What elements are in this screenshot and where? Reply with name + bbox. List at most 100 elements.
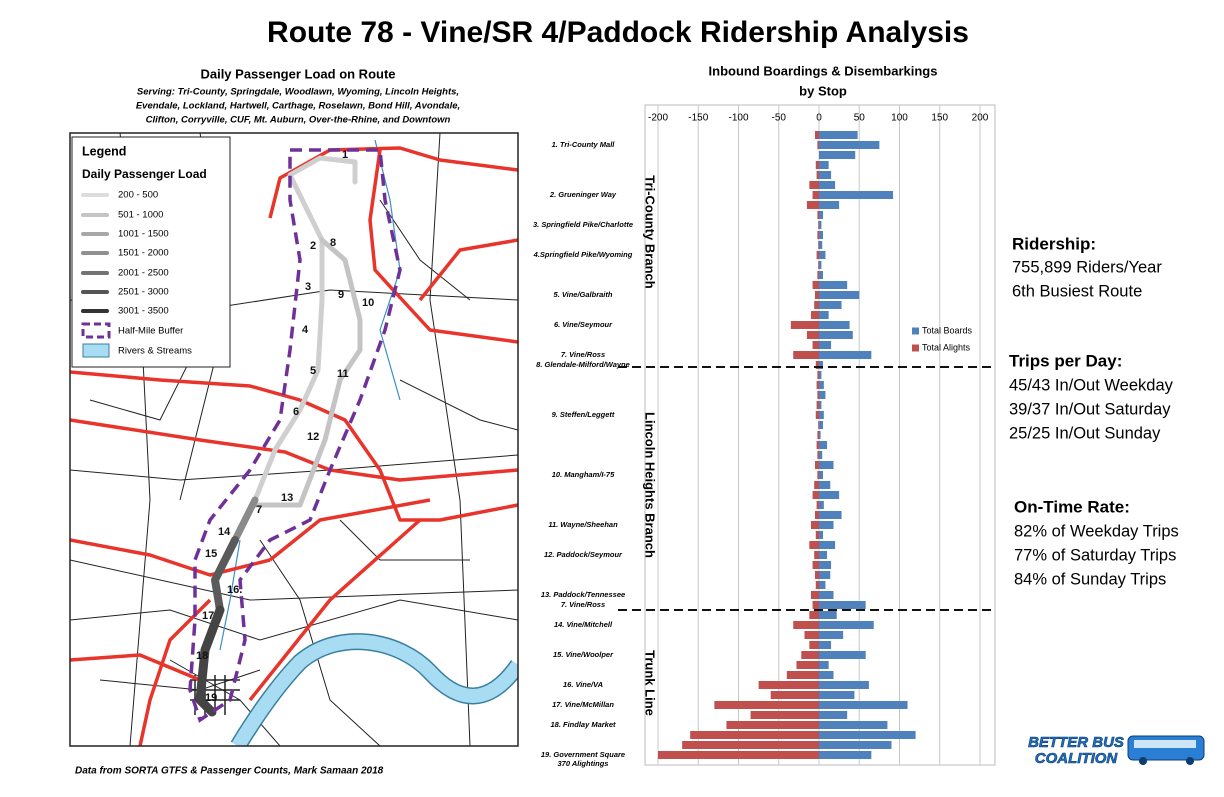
bar (819, 321, 850, 329)
legend-subtitle: Daily Passenger Load (82, 167, 207, 181)
bar (816, 251, 819, 259)
y-tick-label: 18. Findlay Market (550, 720, 616, 729)
bar (814, 131, 819, 139)
x-tick-label: -100 (728, 113, 748, 124)
bar (817, 451, 819, 459)
logo-text: COALITION (1035, 750, 1119, 767)
bar (818, 221, 819, 229)
bar (819, 261, 822, 269)
bar (806, 201, 819, 209)
bar (815, 411, 819, 419)
bar (819, 441, 828, 449)
bar (819, 151, 856, 159)
x-tick-label: 150 (931, 113, 948, 124)
stop-number: 17 (202, 610, 214, 622)
stop-number: 9 (338, 289, 344, 301)
stop-number: 15 (205, 548, 217, 560)
bar (819, 651, 866, 659)
legend-title: Legend (82, 144, 126, 158)
bar (815, 161, 819, 169)
bar (819, 711, 848, 719)
y-tick-label: 13. Paddock/Tennessee (541, 590, 625, 599)
bar (818, 261, 819, 269)
bar (819, 281, 848, 289)
bar (819, 551, 828, 559)
stop-number: 11 (337, 368, 349, 380)
legend-swatch (912, 344, 919, 352)
bar (819, 271, 824, 279)
y-tick-label: 2. Grueninger Way (549, 190, 617, 199)
y-tick-label: 7. Vine/Ross (561, 600, 605, 609)
bar (819, 411, 824, 419)
y-tick-label: 12. Paddock/Seymour (544, 550, 623, 559)
bar (816, 441, 819, 449)
y-tick-label: 17. Vine/McMillan (552, 700, 614, 709)
bar (819, 461, 834, 469)
bar (817, 231, 819, 239)
bar (819, 431, 821, 439)
bar (819, 141, 880, 149)
stop-number: 14 (218, 526, 231, 538)
chart-annotation: 370 Alightings (558, 759, 609, 768)
bar (809, 611, 819, 619)
bar (815, 361, 819, 369)
bar (819, 501, 824, 509)
bar (819, 641, 832, 649)
branch-label: Trunk Line (643, 650, 658, 716)
stop-number: 10 (362, 297, 374, 309)
map-serving: Evendale, Lockland, Hartwell, Carthage, … (136, 101, 460, 112)
bar (816, 381, 819, 389)
bar (817, 471, 819, 479)
stop-number: 1 (342, 149, 348, 161)
bar (810, 311, 819, 319)
bar (814, 291, 819, 299)
y-tick-label: 10. Mangham/I-75 (552, 470, 615, 479)
stat-heading: On-Time Rate: (1014, 497, 1130, 516)
bar (819, 231, 824, 239)
y-tick-label: 15. Vine/Woolper (553, 650, 614, 659)
bar (819, 751, 872, 759)
stop-number: 3 (305, 281, 311, 293)
bar (812, 281, 819, 289)
stat-line: 25/25 In/Out Sunday (1009, 424, 1161, 442)
bar (819, 371, 822, 379)
bar (804, 631, 819, 639)
bar (682, 741, 819, 749)
stop-number: 16. (227, 584, 242, 596)
x-tick-label: 200 (972, 113, 989, 124)
legend-item: 1001 - 1500 (118, 229, 169, 240)
stop-number: 8 (330, 237, 336, 249)
bar (796, 661, 819, 669)
y-tick-label: 1. Tri-County Mall (552, 140, 616, 149)
bar (758, 681, 819, 689)
bar (806, 331, 819, 339)
bar (817, 271, 819, 279)
bar (819, 131, 858, 139)
map-legend: Legend Daily Passenger Load 200 - 500 50… (71, 136, 231, 368)
bar (819, 511, 842, 519)
legend-item: 3001 - 3500 (118, 306, 169, 317)
bar (815, 581, 819, 589)
stop-number: 12 (307, 431, 319, 443)
bar (793, 351, 819, 359)
chart-title: Inbound Boardings & Disembarkings (709, 63, 938, 78)
bar (819, 521, 834, 529)
legend-swatch (912, 327, 919, 335)
stat-line: 82% of Weekday Trips (1014, 522, 1179, 540)
stat-line: 6th Busiest Route (1012, 282, 1142, 300)
bar (819, 201, 840, 209)
chart: Inbound Boardings & Disembarkings by Stop… (533, 63, 989, 765)
y-tick-label: 3. Springfield Pike/Charlotte (533, 220, 633, 229)
bar (819, 621, 874, 629)
y-tick-label: 4.Springfield Pike/Wyoming (533, 250, 633, 259)
bar (819, 631, 844, 639)
bar (770, 691, 819, 699)
bar (819, 721, 888, 729)
stat-heading: Ridership: (1012, 234, 1096, 253)
stat-line: 77% of Saturday Trips (1014, 546, 1176, 564)
bar (819, 661, 829, 669)
bar (819, 381, 824, 389)
bar (819, 421, 824, 429)
